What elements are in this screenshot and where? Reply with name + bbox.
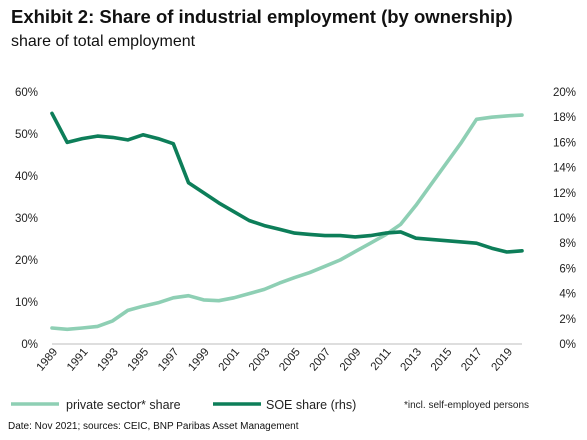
- y-right-tick-label: 0%: [559, 339, 576, 351]
- x-tick-label: 1989: [35, 346, 61, 373]
- y-left-tick-label: 50%: [15, 129, 38, 141]
- footnote: *incl. self-employed persons: [404, 400, 529, 411]
- y-left-tick-label: 60%: [15, 87, 38, 99]
- x-tick-label: 1995: [126, 346, 152, 373]
- y-axis-left: 0% 10% 20% 30% 40% 50% 60%: [15, 87, 38, 351]
- x-tick-label: 2005: [277, 346, 303, 373]
- x-tick-label: 2001: [217, 346, 243, 373]
- legend-label-soe: SOE share (rhs): [266, 398, 356, 412]
- y-left-tick-label: 40%: [15, 171, 38, 183]
- y-left-tick-label: 30%: [15, 213, 38, 225]
- x-tick-label: 2007: [308, 346, 334, 373]
- x-tick-label: 2013: [399, 346, 425, 373]
- x-tick-label: 1999: [186, 346, 212, 373]
- y-right-tick-label: 12%: [553, 188, 576, 200]
- y-axis-right: 0% 2% 4% 6% 8% 10% 12% 14% 16% 18% 20%: [553, 87, 576, 351]
- y-right-tick-label: 18%: [553, 112, 576, 124]
- series-lines: [50, 111, 524, 332]
- source-footer: Date: Nov 2021; sources: CEIC, BNP Parib…: [8, 421, 299, 432]
- x-axis-ticks: 1989 1991 1993 1995 1997 1999 2001 2003 2005 2007…: [35, 346, 515, 373]
- y-right-tick-label: 4%: [559, 289, 576, 301]
- y-right-tick-label: 20%: [553, 87, 576, 99]
- legend-label-private: private sector* share: [66, 398, 181, 412]
- private-sector-share-line: [50, 113, 524, 332]
- x-tick-label: 2011: [369, 346, 394, 373]
- soe-share-line: [50, 111, 524, 254]
- x-tick-label: 1991: [65, 346, 91, 373]
- y-right-tick-label: 8%: [559, 238, 576, 250]
- x-tick-label: 1997: [156, 346, 182, 373]
- y-right-tick-label: 16%: [553, 137, 576, 149]
- y-right-tick-label: 14%: [553, 163, 576, 175]
- chart-subtitle: share of total employment: [11, 33, 196, 50]
- y-left-tick-label: 20%: [15, 255, 38, 267]
- x-tick-label: 1993: [95, 346, 121, 373]
- y-right-tick-label: 6%: [559, 263, 576, 275]
- y-right-tick-label: 2%: [559, 314, 576, 326]
- x-tick-label: 2019: [489, 346, 515, 373]
- x-tick-label: 2009: [338, 346, 364, 373]
- legend: private sector* share SOE share (rhs): [11, 398, 356, 412]
- x-tick-label: 2015: [429, 346, 455, 373]
- y-left-tick-label: 10%: [15, 297, 38, 309]
- y-right-tick-label: 10%: [553, 213, 576, 225]
- x-tick-label: 2017: [459, 346, 485, 373]
- y-left-tick-label: 0%: [21, 339, 38, 351]
- chart-title: Exhibit 2: Share of industrial employmen…: [11, 6, 513, 27]
- x-tick-label: 2003: [247, 346, 273, 373]
